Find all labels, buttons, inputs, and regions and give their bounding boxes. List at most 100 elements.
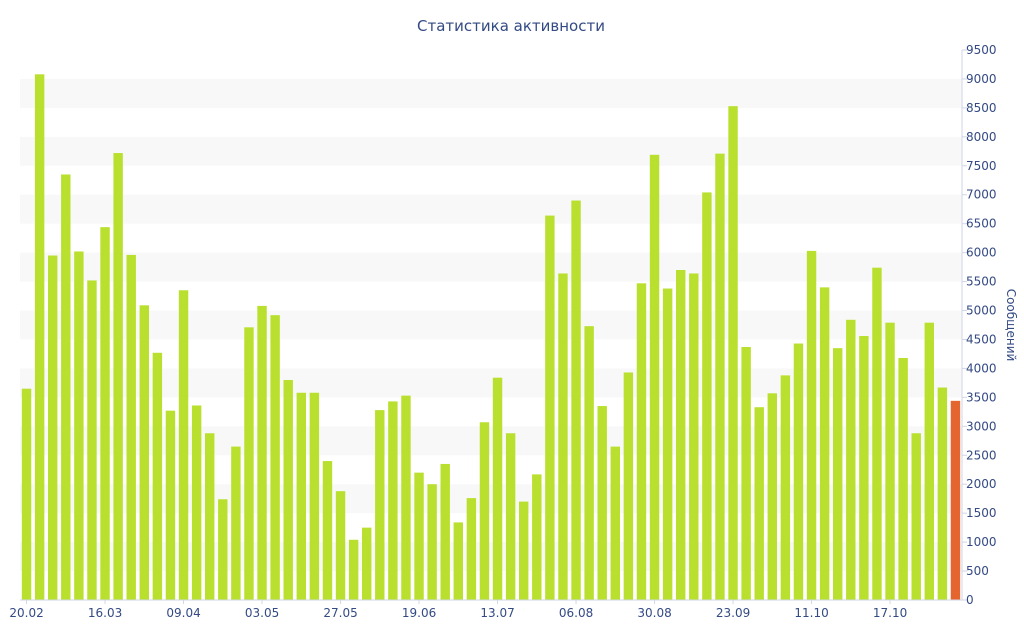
bar[interactable] [898,358,908,600]
bar[interactable] [911,433,921,600]
bar[interactable] [414,472,424,600]
bar[interactable] [61,174,71,600]
bar[interactable] [388,401,398,600]
y-axis-label: Сообщений [1004,289,1018,362]
bar[interactable] [231,446,241,600]
bar[interactable] [545,215,555,600]
bars [21,74,961,601]
bar[interactable] [348,539,359,600]
bar[interactable] [846,319,856,600]
bar[interactable] [375,410,385,600]
bar[interactable] [87,280,97,600]
grid-band [20,194,962,224]
y-tick-label: 5000 [966,304,997,318]
bar[interactable] [165,410,176,600]
bar[interactable] [48,255,58,600]
bar[interactable] [584,326,594,600]
bar[interactable] [257,305,267,600]
grid-band [20,484,962,514]
bar[interactable] [205,433,215,600]
bar[interactable] [767,393,777,600]
bar[interactable] [505,433,516,600]
bar[interactable] [924,322,934,600]
bar[interactable] [453,522,463,600]
y-tick-label: 6000 [966,246,997,260]
bar[interactable] [74,251,84,600]
bar[interactable] [702,192,712,601]
grid-band [20,78,962,108]
y-tick-label: 1500 [966,506,997,520]
y-tick-label: 2500 [966,448,997,462]
bar[interactable] [937,387,948,600]
bar[interactable] [819,287,830,600]
x-tick-label: 03.05 [245,606,279,620]
grid-band [20,426,962,456]
bar[interactable] [859,336,869,600]
x-tick-label: 17.10 [873,606,907,620]
y-tick-label: 4500 [966,332,997,346]
bar[interactable] [833,348,843,600]
bar[interactable] [34,74,45,600]
bar[interactable] [440,463,450,600]
bar[interactable] [113,153,123,601]
bar[interactable] [191,405,202,600]
y-tick-label: 500 [966,564,989,578]
bar[interactable] [610,446,620,600]
bar[interactable] [126,254,136,600]
bar[interactable] [335,491,346,600]
bar[interactable] [296,392,306,600]
bar[interactable] [152,352,163,600]
bar[interactable] [309,392,320,600]
bar[interactable] [662,288,673,600]
bar[interactable] [806,250,817,600]
bar[interactable] [532,474,542,600]
bar[interactable] [270,315,280,600]
bar[interactable] [741,347,751,600]
bar[interactable] [754,407,764,600]
bar[interactable] [636,283,647,600]
bar[interactable] [597,406,607,600]
bar[interactable] [676,270,686,600]
x-tick-label: 09.04 [166,606,200,620]
bar[interactable] [872,267,882,600]
bar[interactable] [218,499,228,600]
bar[interactable] [623,372,634,600]
y-tick-label: 2000 [966,477,997,491]
bar[interactable] [178,290,189,600]
bar[interactable] [793,343,804,600]
bar[interactable] [649,154,660,601]
y-axis-ticks: 0 500 1000 1500 2000 2500 3000 3500 4000 4500 5000… [962,43,997,607]
y-tick-label: 1000 [966,535,997,549]
bar[interactable] [479,422,490,600]
bar[interactable] [139,305,149,600]
grid-band [20,368,962,398]
bar-highlighted[interactable] [950,400,961,600]
bar[interactable] [322,461,333,600]
bar[interactable] [689,273,699,600]
bar[interactable] [519,501,529,600]
x-tick-label: 20.02 [9,606,43,620]
bar[interactable] [362,527,372,600]
grid-band [20,136,962,166]
bar[interactable] [401,395,411,600]
bar[interactable] [558,273,568,600]
y-tick-label: 7000 [966,188,997,202]
bar[interactable] [466,498,477,600]
bar[interactable] [571,200,581,600]
bar[interactable] [21,388,32,600]
bar[interactable] [427,484,437,600]
bar[interactable] [780,375,791,600]
x-tick-label: 11.10 [794,606,828,620]
y-tick-label: 8000 [966,130,997,144]
grid-bands [20,78,962,572]
bar[interactable] [728,106,738,600]
bar[interactable] [492,377,503,600]
x-tick-label: 27.05 [323,606,357,620]
bar[interactable] [244,327,254,600]
bar[interactable] [283,380,293,600]
bar[interactable] [885,322,895,600]
chart-title: Статистика активности [417,17,605,35]
bar[interactable] [715,153,725,600]
x-tick-label: 19.06 [402,606,436,620]
bar[interactable] [100,227,110,600]
